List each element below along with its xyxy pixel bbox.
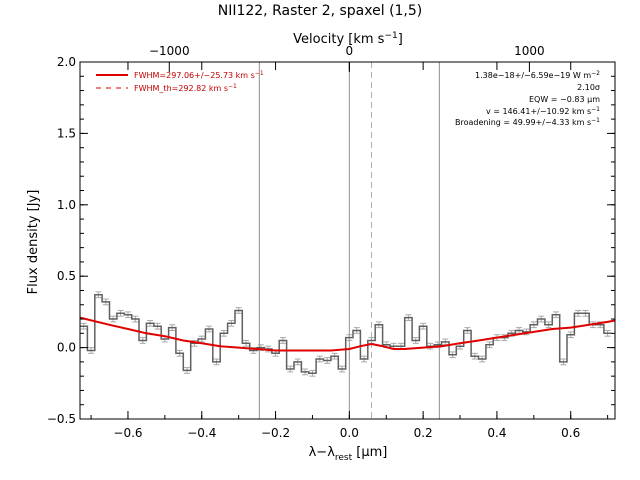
annotation-broadening: Broadening = 49.99+/−4.33 km s−1 bbox=[455, 117, 600, 127]
y-tick-label: 2.0 bbox=[57, 55, 76, 69]
annotation-eqw: EQW = −0.83 μm bbox=[529, 95, 600, 104]
y-axis-label: Flux density [Jy] bbox=[26, 190, 41, 295]
annotation-broadening-sup: −1 bbox=[591, 117, 600, 124]
x-axis-label: λ−λrest [μm] bbox=[309, 445, 388, 463]
chart-title: NII122, Raster 2, spaxel (1,5) bbox=[218, 3, 423, 19]
annotation-velocity: v = 146.41+/−10.92 km s−1 bbox=[486, 106, 600, 116]
y-tick-label: 0.0 bbox=[57, 341, 76, 355]
plot-frame bbox=[79, 61, 616, 420]
x-tick-label: −0.4 bbox=[187, 426, 216, 440]
legend-fwhm-text: FWHM=297.06+/−25.73 km s bbox=[134, 71, 255, 80]
y-tick-label: 1.5 bbox=[57, 126, 76, 140]
annotation-velocity-sup: −1 bbox=[591, 106, 600, 113]
top-axis-label: Velocity [km s−1] bbox=[293, 31, 403, 47]
x-axis-label-main: λ−λ bbox=[309, 445, 336, 460]
x-tick-label: 0.2 bbox=[414, 426, 433, 440]
top-axis-label-end: ] bbox=[398, 32, 403, 47]
annotation-eqw-text: EQW = −0.83 μm bbox=[529, 95, 600, 104]
legend-fwhm-th-text: FWHM_th=292.82 km s bbox=[134, 84, 228, 93]
y-tick-label: −0.5 bbox=[47, 412, 76, 426]
top-tick-label: 0 bbox=[346, 44, 354, 58]
x-tick-label: 0.6 bbox=[561, 426, 580, 440]
annotations: 1.38e−18+/−6.59e−19 W m−2 2.10σ EQW = −0… bbox=[455, 70, 600, 127]
y-tick-label: 0.5 bbox=[57, 269, 76, 283]
x-axis-label-sub: rest bbox=[335, 453, 353, 463]
x-tick-label: −0.6 bbox=[113, 426, 142, 440]
annotation-flux: 1.38e−18+/−6.59e−19 W m−2 bbox=[475, 70, 600, 80]
legend-fwhm-th-label: FWHM_th=292.82 km s−1 bbox=[134, 83, 237, 93]
x-tick-label: −0.2 bbox=[261, 426, 290, 440]
top-tick-label: 1000 bbox=[514, 44, 545, 58]
annotation-broadening-text: Broadening = 49.99+/−4.33 km s bbox=[455, 118, 591, 127]
data-step-line bbox=[80, 294, 612, 375]
x-axis-label-unit: [μm] bbox=[352, 445, 387, 460]
annotation-velocity-text: v = 146.41+/−10.92 km s bbox=[486, 107, 591, 116]
fit-line bbox=[79, 316, 616, 352]
top-axis-label-sup: −1 bbox=[384, 31, 397, 41]
legend-fwhm-th-sup: −1 bbox=[228, 83, 237, 90]
axis-ticks: −0.6 −0.4 −0.2 0.0 0.2 0.4 0.6 −1000 0 1000 −0.5 0.… bbox=[47, 44, 615, 440]
annotation-flux-sup: −2 bbox=[591, 70, 600, 77]
annotation-sigma: 2.10σ bbox=[577, 83, 600, 92]
x-tick-label: 0.4 bbox=[487, 426, 506, 440]
y-tick-label: 1.0 bbox=[57, 198, 76, 212]
top-tick-label: −1000 bbox=[149, 44, 190, 58]
legend-fwhm-label: FWHM=297.06+/−25.73 km s−1 bbox=[134, 70, 264, 80]
annotation-sigma-text: 2.10σ bbox=[577, 83, 600, 92]
annotation-flux-text: 1.38e−18+/−6.59e−19 W m bbox=[475, 71, 591, 80]
legend-fwhm-sup: −1 bbox=[255, 70, 264, 77]
x-tick-label: 0.0 bbox=[340, 426, 359, 440]
top-axis-label-main: Velocity [km s bbox=[293, 32, 385, 47]
legend: FWHM=297.06+/−25.73 km s−1 FWHM_th=292.8… bbox=[96, 70, 264, 93]
reference-lines bbox=[258, 62, 440, 419]
